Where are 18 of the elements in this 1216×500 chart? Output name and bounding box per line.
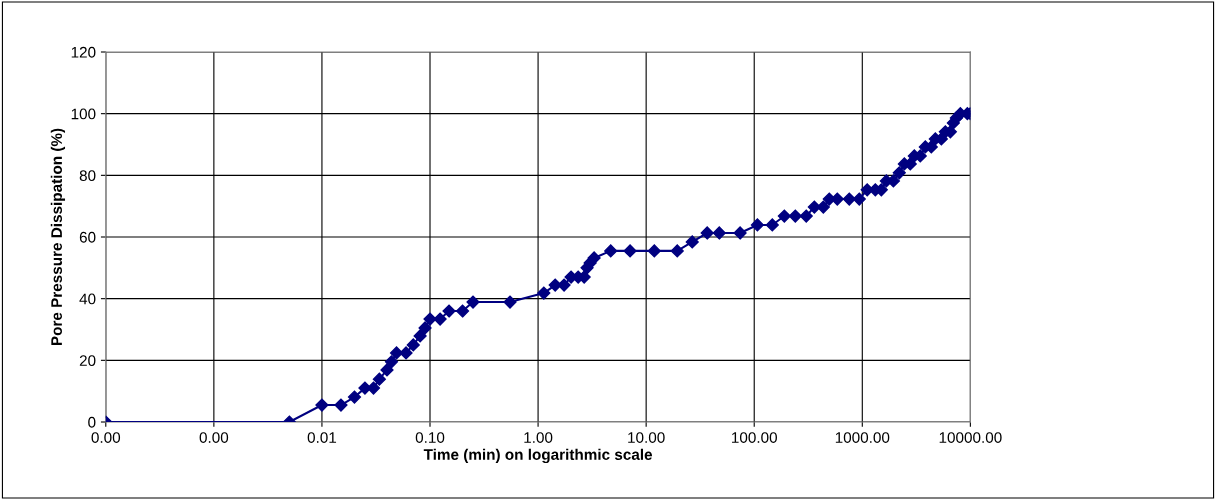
y-tick-label: 60 — [79, 231, 96, 243]
x-tick-label: 0.00 — [91, 432, 121, 443]
x-tick-label: 10.00 — [628, 432, 665, 443]
y-tick-label: 100 — [71, 108, 96, 120]
y-tick-label: 80 — [79, 170, 96, 182]
x-tick-label: 1.00 — [524, 432, 553, 443]
x-tick-label: 0.01 — [307, 432, 337, 443]
y-tick-label: 0 — [88, 416, 96, 428]
x-axis-title: Time (min) on logarithmic scale — [423, 448, 653, 464]
x-tick-label: 10000.00 — [939, 432, 1002, 443]
x-tick-label: 1000.00 — [835, 432, 890, 443]
x-tick-label: 0.00 — [199, 432, 229, 443]
y-tick-label: 20 — [79, 355, 96, 367]
x-tick-label: 100.00 — [732, 432, 777, 443]
y-axis-title: Pore Pressure Dissipation (%) — [50, 128, 66, 346]
y-tick-label: 120 — [71, 46, 96, 58]
y-tick-label: 40 — [79, 293, 96, 305]
x-tick-label: 0.10 — [415, 432, 445, 443]
